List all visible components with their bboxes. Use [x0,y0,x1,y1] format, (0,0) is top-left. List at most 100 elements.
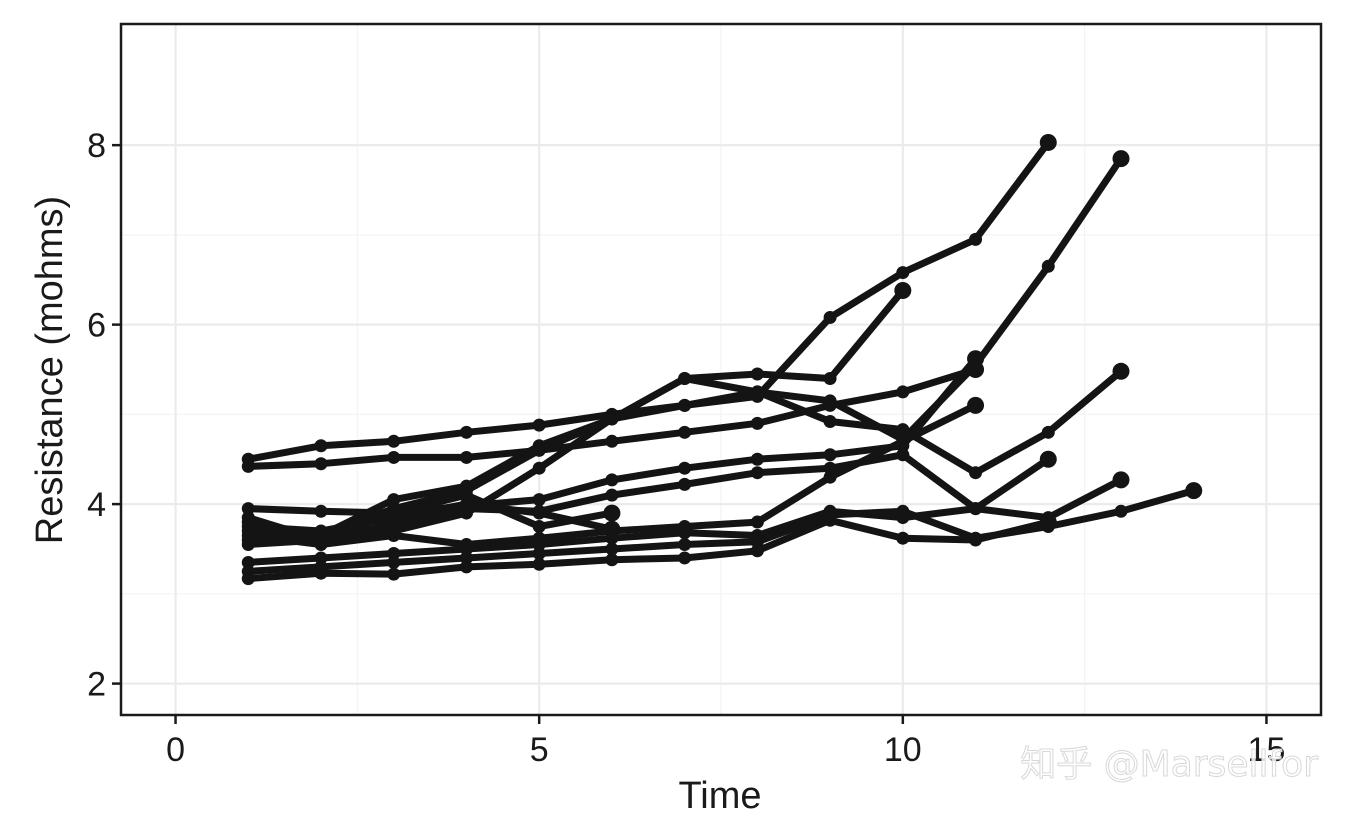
series-6 [241,350,985,520]
x-tick-label: 15 [1248,731,1286,769]
series-layer [241,133,1203,586]
data-point [750,544,764,558]
data-point [459,450,473,464]
data-point [823,513,837,527]
data-point [605,488,619,502]
data-point [314,533,328,547]
data-point [1112,362,1130,380]
data-point [1039,513,1057,531]
data-point [459,560,473,574]
data-point [896,266,910,280]
data-point [459,488,473,502]
data-point [314,566,328,580]
data-point [896,504,910,518]
data-point [314,551,328,565]
data-point [459,551,473,565]
x-tick-label: 5 [530,731,549,769]
data-point [241,502,255,516]
data-point [532,461,546,475]
data-point [459,497,473,511]
y-tick-label: 8 [87,127,106,165]
data-point [459,542,473,556]
data-point [678,526,692,540]
data-point [387,493,401,507]
data-point [459,425,473,439]
data-point [750,535,764,549]
data-point [678,371,692,385]
data-point [605,542,619,556]
data-point [605,531,619,545]
data-point [1112,471,1130,489]
data-point [1039,133,1057,151]
data-point [896,423,910,437]
x-tick-labels: 0 5 10 15 [166,731,1285,769]
data-point [969,232,983,246]
data-point [387,546,401,560]
data-point [1041,425,1055,439]
data-point [750,367,764,381]
data-point [969,533,983,547]
data-point [532,520,546,534]
data-point [896,448,910,462]
y-tick-label: 4 [87,486,106,524]
data-point [1185,482,1203,500]
data-point [314,457,328,471]
series-line [244,500,616,535]
data-point [969,466,983,480]
data-point [823,470,837,484]
data-point [532,418,546,432]
data-point [387,567,401,581]
data-point [750,466,764,480]
data-point [969,502,983,516]
data-point [241,555,255,569]
data-point [967,350,985,368]
data-point [532,537,546,551]
data-point [896,385,910,399]
x-axis-title: Time [678,775,761,817]
data-point [387,529,401,543]
data-point [1114,504,1128,518]
data-point [678,461,692,475]
y-tick-label: 2 [87,666,106,704]
plot-border [119,22,1323,717]
data-point [532,506,546,520]
data-point [605,412,619,426]
data-point [896,434,910,448]
data-point [896,531,910,545]
data-point [1112,150,1130,168]
data-point [241,520,255,534]
data-point [387,511,401,525]
data-point [750,452,764,466]
grid-lines [121,24,1321,715]
y-tick-label: 6 [87,307,106,345]
data-point [387,434,401,448]
data-point [823,398,837,412]
y-axis-title: Resistance (mohms) [29,196,71,544]
data-point [314,524,328,538]
data-point [894,282,912,300]
series-13 [241,513,1057,586]
data-point [678,477,692,491]
x-tick-label: 0 [166,731,185,769]
data-point [603,504,621,522]
data-point [823,448,837,462]
series-line [244,516,1052,583]
data-point [605,434,619,448]
series-line [244,491,616,544]
data-point [387,450,401,464]
data-point [532,546,546,560]
data-point [967,396,985,414]
data-point [1039,450,1057,468]
data-point [314,504,328,518]
data-point [241,459,255,473]
data-point [241,572,255,586]
data-point [532,493,546,507]
data-point [750,515,764,529]
data-point [1041,259,1055,273]
data-point [678,551,692,565]
data-point [678,398,692,412]
watermark: 知乎 @Marsellfor [1020,744,1318,785]
x-tick-label: 10 [884,731,922,769]
data-point [678,425,692,439]
data-point [241,529,255,543]
